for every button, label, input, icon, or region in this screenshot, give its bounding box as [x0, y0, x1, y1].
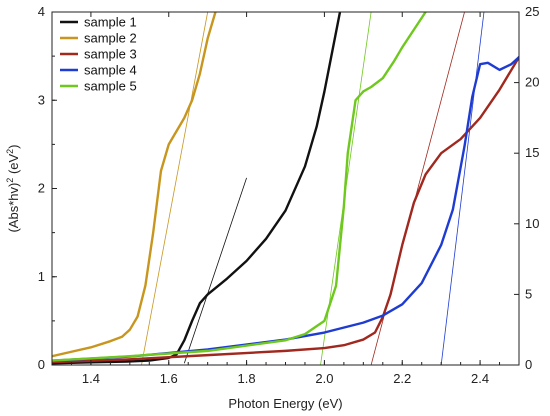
y-left-tick-label: 4 — [38, 4, 45, 19]
legend-label: sample 4 — [84, 63, 137, 78]
y-axis-left-title: (Abs*hv)2 (eV2) — [5, 144, 21, 232]
y-right-tick-label: 20 — [525, 75, 539, 90]
legend-label: sample 2 — [84, 31, 137, 46]
tangent-line-4 — [440, 12, 485, 365]
y-axis-right: 0 5 10 15 20 25 — [514, 4, 539, 372]
x-tick-label: 1.8 — [238, 371, 256, 386]
y-right-tick-label: 25 — [525, 4, 539, 19]
tangent-line-1 — [183, 177, 247, 364]
y-right-tick-label: 10 — [525, 216, 539, 231]
y-right-tick-label: 5 — [525, 286, 532, 301]
series-line-2 — [52, 12, 217, 358]
x-axis-title: Photon Energy (eV) — [228, 396, 342, 411]
x-tick-label: 2.4 — [471, 371, 489, 386]
series-line-1 — [52, 12, 342, 365]
legend-label: sample 3 — [84, 47, 137, 62]
legend-label: sample 5 — [84, 79, 137, 94]
legend-label: sample 1 — [84, 15, 137, 30]
tangent-line-2 — [141, 12, 209, 365]
y-right-tick-label: 15 — [525, 145, 539, 160]
y-axis-left: 0 1 2 3 4 — [38, 4, 57, 372]
y-right-tick-label: 0 — [525, 357, 532, 372]
y-left-tick-label: 3 — [38, 92, 45, 107]
series-line-3 — [52, 55, 519, 364]
y-left-tick-label: 0 — [38, 357, 45, 372]
x-tick-label: 2.2 — [393, 371, 411, 386]
series-line-5 — [52, 12, 427, 362]
series-layer — [52, 12, 519, 365]
y-left-tick-label: 1 — [38, 269, 45, 284]
x-tick-label: 1.4 — [82, 371, 100, 386]
x-axis: 1.4 1.6 1.8 2.0 2.2 2.4 — [51, 12, 520, 386]
x-tick-label: 1.6 — [160, 371, 178, 386]
x-tick-label: 2.0 — [315, 371, 333, 386]
y-left-tick-label: 2 — [38, 181, 45, 196]
